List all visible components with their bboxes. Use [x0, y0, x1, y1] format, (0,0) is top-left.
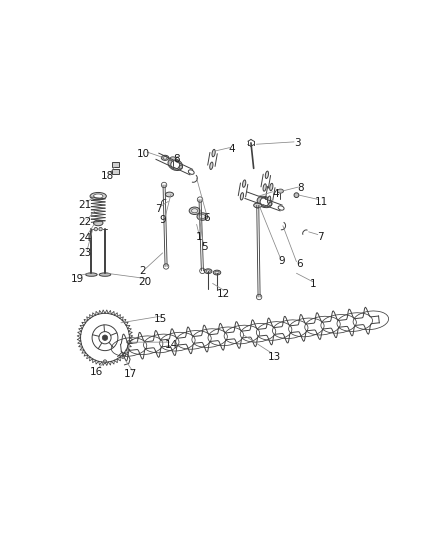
Ellipse shape: [163, 157, 167, 159]
Ellipse shape: [191, 209, 198, 213]
Ellipse shape: [99, 228, 102, 231]
Ellipse shape: [263, 184, 266, 191]
Circle shape: [102, 335, 108, 341]
Text: 10: 10: [137, 149, 150, 159]
Ellipse shape: [212, 149, 215, 157]
Ellipse shape: [99, 273, 111, 276]
Text: 1: 1: [310, 279, 317, 289]
Text: 5: 5: [201, 242, 208, 252]
Ellipse shape: [199, 214, 205, 219]
Ellipse shape: [243, 180, 246, 187]
Text: 14: 14: [165, 340, 179, 350]
Ellipse shape: [205, 269, 212, 273]
Ellipse shape: [197, 213, 208, 220]
Ellipse shape: [94, 228, 98, 231]
Ellipse shape: [265, 171, 268, 179]
Text: 11: 11: [314, 197, 328, 207]
Text: 9: 9: [278, 256, 285, 265]
FancyBboxPatch shape: [112, 169, 119, 174]
Text: 6: 6: [296, 259, 303, 269]
Text: 16: 16: [89, 367, 103, 377]
Text: 18: 18: [101, 171, 114, 181]
Text: 1: 1: [196, 231, 202, 241]
Text: 6: 6: [204, 213, 210, 223]
Ellipse shape: [254, 203, 262, 208]
Circle shape: [260, 198, 269, 206]
Text: 4: 4: [272, 189, 279, 199]
Ellipse shape: [168, 159, 183, 171]
Text: 8: 8: [297, 183, 304, 193]
Text: 13: 13: [268, 352, 281, 362]
Ellipse shape: [93, 220, 103, 225]
Text: 22: 22: [78, 217, 91, 227]
Text: 21: 21: [78, 200, 91, 209]
Ellipse shape: [240, 192, 244, 200]
Circle shape: [171, 160, 180, 169]
Text: 19: 19: [71, 273, 85, 284]
Ellipse shape: [189, 207, 200, 214]
Ellipse shape: [166, 192, 173, 197]
Ellipse shape: [93, 194, 103, 198]
Ellipse shape: [268, 196, 271, 204]
Ellipse shape: [170, 157, 176, 161]
Text: 7: 7: [155, 204, 162, 214]
Text: 4: 4: [229, 144, 235, 154]
Ellipse shape: [213, 270, 221, 275]
Ellipse shape: [206, 270, 210, 272]
Ellipse shape: [127, 341, 131, 343]
Text: 3: 3: [294, 138, 301, 148]
Text: 9: 9: [159, 215, 166, 225]
Text: 17: 17: [124, 369, 137, 379]
FancyBboxPatch shape: [112, 162, 119, 167]
Ellipse shape: [210, 162, 213, 169]
Text: 8: 8: [173, 154, 180, 164]
Text: 23: 23: [78, 248, 91, 258]
Ellipse shape: [257, 196, 272, 208]
Ellipse shape: [294, 193, 299, 198]
Ellipse shape: [270, 183, 273, 191]
Ellipse shape: [86, 273, 97, 276]
Ellipse shape: [277, 189, 283, 193]
Text: 12: 12: [217, 288, 230, 298]
Text: 2: 2: [140, 266, 146, 276]
Text: 7: 7: [317, 232, 324, 242]
Ellipse shape: [215, 271, 219, 274]
Ellipse shape: [103, 360, 107, 363]
Text: 20: 20: [138, 277, 151, 287]
Text: 24: 24: [78, 233, 91, 243]
Ellipse shape: [90, 192, 106, 200]
Ellipse shape: [161, 155, 169, 160]
Text: 15: 15: [154, 314, 167, 325]
